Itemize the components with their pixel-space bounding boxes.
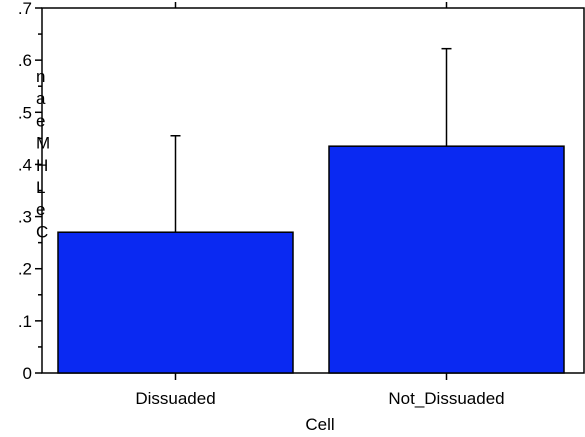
- x-tick-label: Not_Dissuaded: [388, 389, 504, 408]
- x-tick-label: Dissuaded: [135, 389, 215, 408]
- y-tick-label: .7: [18, 0, 32, 18]
- y-tick-label: .6: [18, 51, 32, 70]
- error-bars: [170, 47, 452, 233]
- y-tick-label: 0: [23, 364, 32, 383]
- y-tick-label: .3: [18, 208, 32, 227]
- x-axis-ticks: Dissuaded Not_Dissuaded: [135, 2, 505, 408]
- y-tick-label: .5: [18, 103, 32, 122]
- y-tick-label: .1: [18, 312, 32, 331]
- y-axis-label-char: L: [36, 178, 45, 197]
- y-axis-label-char: a: [36, 89, 46, 108]
- bar: [57, 231, 294, 374]
- y-axis-label-char: e: [36, 111, 45, 130]
- bars: [57, 145, 565, 374]
- y-axis-label-char: e: [36, 200, 45, 219]
- y-tick-label: .4: [18, 155, 32, 174]
- y-axis-ticks: 0 .1 .2 .3 .4 .5 .6 .7: [18, 0, 42, 383]
- y-axis-label-char: M: [36, 134, 50, 153]
- y-axis-label-char: C: [36, 222, 48, 241]
- y-axis-label-char: n: [36, 67, 45, 86]
- bar: [328, 145, 565, 374]
- x-axis-label: Cell: [305, 415, 334, 434]
- y-axis-label-char: H: [36, 156, 48, 175]
- y-tick-label: .2: [18, 260, 32, 279]
